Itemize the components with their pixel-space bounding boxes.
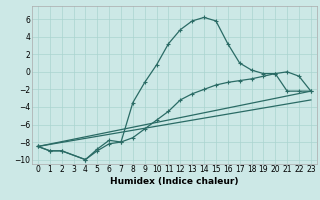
X-axis label: Humidex (Indice chaleur): Humidex (Indice chaleur) xyxy=(110,177,239,186)
